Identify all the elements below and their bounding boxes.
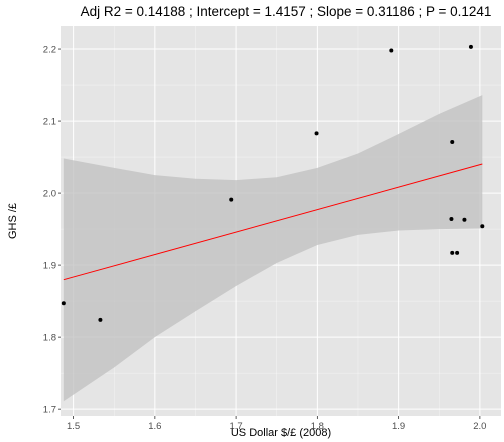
confidence-band-layer	[63, 95, 483, 402]
x-tick-label: 2.0	[473, 421, 486, 432]
y-tick-label: 1.7	[43, 405, 56, 416]
x-tick-label: 1.7	[229, 421, 242, 432]
data-point	[450, 139, 455, 144]
regression-line	[63, 163, 483, 281]
data-point	[462, 217, 467, 222]
x-tick-label: 1.5	[67, 421, 80, 432]
y-tick-label: 2.2	[43, 45, 56, 56]
data-point	[389, 48, 394, 53]
y-tick-label: 1.9	[43, 261, 56, 272]
y-tick-label: 1.8	[43, 333, 56, 344]
data-point	[468, 44, 473, 49]
data-point	[449, 217, 454, 222]
x-axis-ticks: 1.5 1.6 1.7 1.8 1.9 2.0	[67, 416, 486, 432]
data-point	[314, 131, 319, 136]
data-point	[450, 250, 455, 255]
x-tick-label: 1.9	[392, 421, 405, 432]
y-tick-label: 2.0	[43, 189, 56, 200]
y-axis-title: GHS /£	[7, 203, 19, 239]
data-point	[229, 197, 234, 202]
x-tick-label: 1.6	[148, 421, 161, 432]
x-axis-title: US Dollar $/£ (2008)	[231, 427, 331, 439]
y-axis-ticks: 1.7 1.8 1.9 2.0 2.1 2.2	[43, 45, 61, 416]
data-point	[455, 250, 460, 255]
chart-title: Adj R2 = 0.14188 ; Intercept = 1.4157 ; …	[81, 4, 492, 19]
x-tick-label: 1.8	[311, 421, 324, 432]
points-layer	[61, 44, 485, 322]
data-point	[98, 317, 103, 322]
confidence-band	[63, 95, 483, 402]
fit-line-layer	[63, 163, 483, 281]
y-tick-label: 2.1	[43, 117, 56, 128]
data-point	[480, 224, 485, 229]
data-point	[61, 301, 66, 306]
